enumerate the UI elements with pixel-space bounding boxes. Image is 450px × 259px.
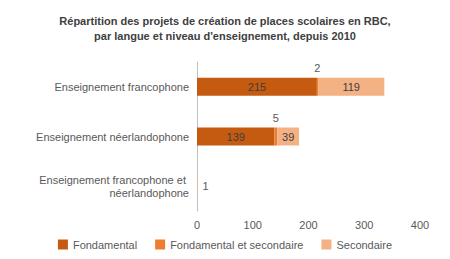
svg-text:Enseignement francophone: Enseignement francophone (54, 81, 189, 93)
svg-text:215: 215 (248, 81, 266, 93)
svg-text:400: 400 (411, 219, 429, 231)
svg-text:39: 39 (282, 131, 294, 143)
svg-text:119: 119 (342, 81, 360, 93)
svg-text:Répartition des projets de cré: Répartition des projets de création de p… (59, 15, 390, 27)
svg-text:300: 300 (355, 219, 373, 231)
svg-text:5: 5 (273, 112, 279, 124)
svg-text:1: 1 (203, 180, 209, 192)
svg-text:139: 139 (227, 131, 245, 143)
svg-text:néerlandophone: néerlandophone (109, 187, 189, 199)
svg-text:Fondamental: Fondamental (73, 239, 137, 251)
svg-text:Enseignement néerlandophone: Enseignement néerlandophone (36, 131, 189, 143)
svg-text:Fondamental et secondaire: Fondamental et secondaire (170, 239, 303, 251)
svg-text:Secondaire: Secondaire (336, 239, 392, 251)
svg-text:200: 200 (299, 219, 317, 231)
svg-text:Enseignement francophone et: Enseignement francophone et (39, 174, 189, 186)
svg-text:2: 2 (314, 62, 320, 74)
svg-text:100: 100 (244, 219, 262, 231)
svg-text:par langue et niveau d'enseign: par langue et niveau d'enseignement, dep… (94, 30, 356, 42)
svg-text:0: 0 (194, 219, 200, 231)
